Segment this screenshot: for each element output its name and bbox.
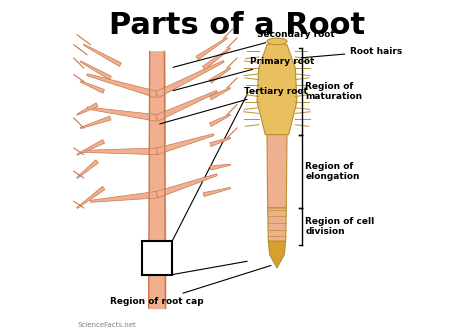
Polygon shape	[257, 41, 297, 135]
Polygon shape	[87, 74, 158, 98]
Text: Primary root: Primary root	[173, 57, 315, 91]
Text: Parts of a Root: Parts of a Root	[109, 11, 365, 40]
Polygon shape	[155, 60, 224, 98]
Polygon shape	[203, 187, 230, 197]
Polygon shape	[77, 139, 105, 155]
Polygon shape	[80, 116, 111, 129]
Polygon shape	[267, 135, 287, 208]
Polygon shape	[80, 81, 104, 93]
Text: Region of root cap: Region of root cap	[110, 265, 271, 306]
Text: Region of cell
division: Region of cell division	[305, 217, 374, 236]
Ellipse shape	[267, 38, 287, 45]
Polygon shape	[80, 61, 111, 80]
Polygon shape	[268, 208, 286, 241]
Polygon shape	[87, 107, 157, 121]
Polygon shape	[156, 134, 214, 155]
Polygon shape	[209, 68, 231, 83]
Polygon shape	[156, 174, 217, 198]
Polygon shape	[268, 241, 286, 268]
Polygon shape	[210, 87, 231, 100]
Text: ScienceFacts.net: ScienceFacts.net	[77, 322, 136, 328]
Polygon shape	[210, 137, 230, 146]
Text: Region of
elongation: Region of elongation	[305, 162, 360, 181]
Text: Tertiary root: Tertiary root	[160, 87, 308, 124]
Polygon shape	[77, 160, 98, 178]
Polygon shape	[155, 90, 218, 121]
Polygon shape	[77, 103, 98, 115]
Bar	[142, 241, 172, 275]
Polygon shape	[196, 38, 228, 60]
Polygon shape	[84, 148, 157, 155]
Text: Root hairs: Root hairs	[301, 47, 402, 58]
Polygon shape	[210, 114, 231, 126]
Polygon shape	[83, 44, 121, 67]
Polygon shape	[202, 48, 231, 70]
Text: Secondary root: Secondary root	[173, 30, 335, 67]
Text: Region of
maturation: Region of maturation	[305, 82, 363, 101]
Polygon shape	[210, 164, 230, 170]
Polygon shape	[90, 191, 157, 202]
Polygon shape	[77, 186, 105, 208]
